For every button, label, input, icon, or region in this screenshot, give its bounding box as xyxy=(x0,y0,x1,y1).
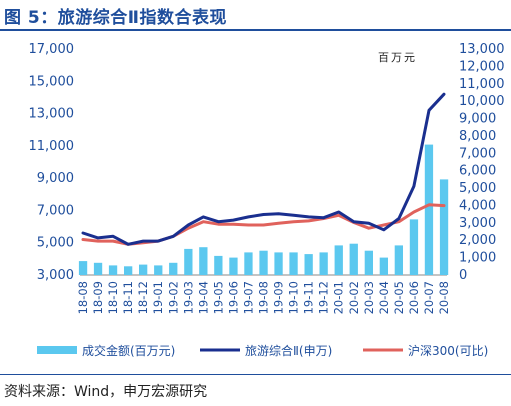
left-axis: 3,000 5,000 7,000 9,000 11,000 13,000 15,000 17… xyxy=(29,42,75,283)
x-tick-label: 18-10 xyxy=(106,281,120,314)
legend-label: 旅游综合Ⅱ(申万) xyxy=(245,343,332,358)
x-tick-label: 19-04 xyxy=(196,281,210,314)
right-tick-label: 11,000 xyxy=(459,77,505,92)
x-tick-label: 19-12 xyxy=(317,281,331,314)
volume-bar xyxy=(364,250,373,275)
left-tick-label: 11,000 xyxy=(29,139,75,154)
volume-bar xyxy=(304,254,313,275)
x-tick-label: 20-02 xyxy=(347,281,361,314)
right-tick-label: 5,000 xyxy=(459,181,496,196)
volume-bar xyxy=(439,179,449,275)
left-tick-label: 5,000 xyxy=(37,236,74,251)
volume-bar xyxy=(274,252,283,275)
x-tick-label: 20-04 xyxy=(377,281,391,314)
volume-bar xyxy=(379,257,388,275)
right-tick-label: 8,000 xyxy=(459,129,496,144)
x-tick-label: 18-11 xyxy=(121,281,135,314)
x-tick-label: 19-03 xyxy=(181,281,195,314)
left-tick-label: 13,000 xyxy=(29,107,75,122)
x-tick-label: 18-12 xyxy=(136,281,150,314)
left-tick-label: 3,000 xyxy=(37,268,74,283)
volume-bar xyxy=(319,252,328,275)
right-tick-label: 10,000 xyxy=(459,94,505,109)
left-tick-label: 7,000 xyxy=(37,203,74,218)
volume-bar xyxy=(334,245,343,275)
volume-bars xyxy=(78,144,449,275)
x-tick-label: 19-01 xyxy=(151,281,165,314)
x-tick-label: 20-01 xyxy=(332,281,346,314)
volume-bar xyxy=(169,262,178,275)
x-tick-label: 18-09 xyxy=(91,281,105,314)
volume-bar xyxy=(259,250,268,275)
right-tick-label: 3,000 xyxy=(459,216,496,231)
x-tick-label: 19-08 xyxy=(257,281,271,314)
right-tick-label: 12,000 xyxy=(459,59,505,74)
volume-bar xyxy=(139,264,148,275)
volume-bar xyxy=(244,252,253,275)
legend-swatch-volume xyxy=(37,346,77,354)
legend: 成交金额(百万元) 旅游综合Ⅱ(申万) 沪深300(可比) xyxy=(37,343,488,358)
x-tick-label: 20-03 xyxy=(362,281,376,314)
index-series-line xyxy=(81,92,446,246)
unit-annotation: 百万元 xyxy=(378,51,417,64)
volume-bar xyxy=(93,262,103,275)
x-tick-label: 20-08 xyxy=(437,281,451,314)
source-note: 资料来源：Wind，申万宏源研究 xyxy=(4,384,208,400)
x-tick-label: 20-07 xyxy=(422,281,436,314)
source-divider xyxy=(0,374,511,375)
left-tick-label: 15,000 xyxy=(29,74,75,89)
legend-label: 沪深300(可比) xyxy=(408,344,488,358)
right-tick-label: 4,000 xyxy=(459,198,496,213)
volume-bar xyxy=(229,257,238,275)
right-tick-label: 2,000 xyxy=(459,233,496,248)
volume-bar xyxy=(124,266,133,275)
title-bar: 图 5：旅游综合Ⅱ指数合表现 xyxy=(0,0,511,31)
legend-label: 成交金额(百万元) xyxy=(82,343,175,358)
volume-bar xyxy=(394,245,403,275)
x-tick-label: 19-06 xyxy=(226,281,240,314)
volume-bar xyxy=(214,255,223,275)
right-tick-label: 1,000 xyxy=(459,251,496,266)
volume-bar xyxy=(154,265,163,275)
volume-bar xyxy=(289,252,298,275)
x-tick-label: 19-10 xyxy=(287,281,301,314)
x-tick-label: 19-05 xyxy=(211,281,225,314)
volume-bar xyxy=(108,265,118,275)
x-axis: 18-08 18-09 18-10 18-11 18-12 19-01 19-02 19-03… xyxy=(76,281,451,314)
volume-bar xyxy=(424,144,434,275)
x-tick-label: 20-05 xyxy=(392,281,406,314)
right-tick-label: 9,000 xyxy=(459,112,496,127)
chart-title: 图 5：旅游综合Ⅱ指数合表现 xyxy=(4,8,227,28)
volume-bar xyxy=(78,261,88,275)
right-tick-label: 6,000 xyxy=(459,164,496,179)
x-tick-label: 19-07 xyxy=(241,281,255,314)
x-tick-label: 18-08 xyxy=(76,281,90,314)
x-tick-label: 19-11 xyxy=(302,281,316,314)
right-axis: 0 1,000 2,000 3,000 4,000 5,000 6,000 7,000 8,00… xyxy=(459,42,505,283)
volume-bar xyxy=(199,247,208,275)
volume-bar xyxy=(184,248,193,275)
volume-bar xyxy=(409,219,419,275)
x-tick-label: 19-09 xyxy=(272,281,286,314)
left-tick-label: 17,000 xyxy=(29,42,75,57)
series-lines xyxy=(81,92,446,246)
volume-bar xyxy=(349,243,358,275)
right-tick-label: 13,000 xyxy=(459,42,505,57)
right-tick-label: 7,000 xyxy=(459,146,496,161)
chart-canvas: 3,000 5,000 7,000 9,000 11,000 13,000 15,000 17… xyxy=(29,42,505,358)
left-tick-label: 9,000 xyxy=(37,171,74,186)
right-tick-label: 0 xyxy=(459,268,467,283)
x-tick-label: 20-06 xyxy=(407,281,421,314)
x-tick-label: 19-02 xyxy=(166,281,180,314)
title-divider xyxy=(0,29,511,31)
